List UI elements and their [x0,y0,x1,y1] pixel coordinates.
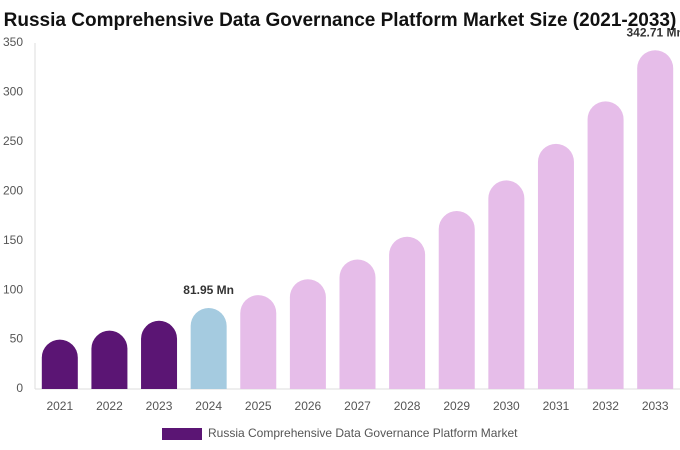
bar [240,295,277,389]
bar [587,101,624,389]
x-tick-label: 2021 [46,399,73,413]
y-tick-label: 0 [16,381,23,395]
y-tick-label: 100 [3,282,23,296]
bar [141,320,178,389]
x-tick-label: 2024 [195,399,222,413]
x-tick-label: 2029 [443,399,470,413]
bar [488,180,525,389]
value-label: 342.71 Mn [627,25,680,39]
y-tick-label: 150 [3,233,23,247]
y-tick-label: 250 [3,134,23,148]
bar [190,307,227,389]
x-tick-label: 2028 [394,399,421,413]
y-tick-label: 300 [3,85,23,99]
chart-title: Russia Comprehensive Data Governance Pla… [4,10,677,31]
bar [389,236,426,389]
x-tick-label: 2025 [245,399,272,413]
x-tick-label: 2032 [592,399,619,413]
x-tick-label: 2027 [344,399,371,413]
x-tick-label: 2033 [642,399,669,413]
x-tick-label: 2030 [493,399,520,413]
x-tick-label: 2022 [96,399,123,413]
bar [339,259,376,389]
legend-swatch [162,428,202,440]
bar [438,211,475,389]
bar [537,143,574,389]
legend-label: Russia Comprehensive Data Governance Pla… [208,426,518,440]
bar [637,50,674,389]
x-tick-label: 2031 [543,399,570,413]
bar [289,279,326,389]
value-label: 81.95 Mn [183,283,234,297]
y-tick-label: 50 [10,332,24,346]
x-tick-label: 2026 [295,399,322,413]
y-tick-label: 200 [3,183,23,197]
x-tick-label: 2023 [146,399,173,413]
bar [91,330,128,389]
y-tick-label: 350 [3,35,23,49]
bar [41,339,78,389]
